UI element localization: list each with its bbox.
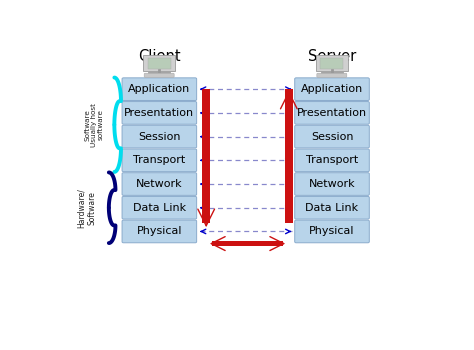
FancyBboxPatch shape	[285, 89, 293, 223]
FancyBboxPatch shape	[122, 102, 197, 124]
Text: Session: Session	[311, 132, 353, 142]
FancyBboxPatch shape	[295, 220, 369, 243]
Text: Client: Client	[138, 49, 181, 64]
FancyBboxPatch shape	[144, 73, 174, 77]
FancyBboxPatch shape	[295, 102, 369, 124]
Text: Data Link: Data Link	[133, 203, 186, 213]
Text: Transport: Transport	[306, 155, 358, 165]
Text: Server: Server	[308, 49, 356, 64]
Text: Physical: Physical	[309, 226, 355, 237]
FancyBboxPatch shape	[122, 220, 197, 243]
FancyBboxPatch shape	[295, 125, 369, 148]
FancyBboxPatch shape	[148, 58, 171, 69]
FancyBboxPatch shape	[295, 78, 369, 100]
FancyBboxPatch shape	[320, 58, 343, 69]
FancyBboxPatch shape	[295, 173, 369, 195]
FancyBboxPatch shape	[212, 241, 283, 246]
FancyBboxPatch shape	[122, 125, 197, 148]
Text: Application: Application	[301, 84, 363, 94]
FancyBboxPatch shape	[295, 149, 369, 172]
FancyBboxPatch shape	[122, 196, 197, 219]
Text: Transport: Transport	[133, 155, 185, 165]
Text: Physical: Physical	[137, 226, 182, 237]
Text: Hardware/
Software: Hardware/ Software	[77, 188, 97, 228]
Text: Software
Usually host
software: Software Usually host software	[84, 103, 104, 147]
FancyBboxPatch shape	[316, 55, 348, 71]
Text: Network: Network	[136, 179, 182, 189]
FancyBboxPatch shape	[122, 173, 197, 195]
FancyBboxPatch shape	[143, 55, 175, 71]
Text: Presentation: Presentation	[124, 108, 194, 118]
FancyBboxPatch shape	[122, 78, 197, 100]
Text: Session: Session	[138, 132, 181, 142]
FancyBboxPatch shape	[317, 73, 347, 77]
FancyBboxPatch shape	[122, 149, 197, 172]
FancyBboxPatch shape	[202, 89, 210, 223]
Text: Network: Network	[309, 179, 356, 189]
Text: Data Link: Data Link	[305, 203, 358, 213]
Text: Presentation: Presentation	[297, 108, 367, 118]
Text: Application: Application	[128, 84, 191, 94]
FancyBboxPatch shape	[295, 196, 369, 219]
